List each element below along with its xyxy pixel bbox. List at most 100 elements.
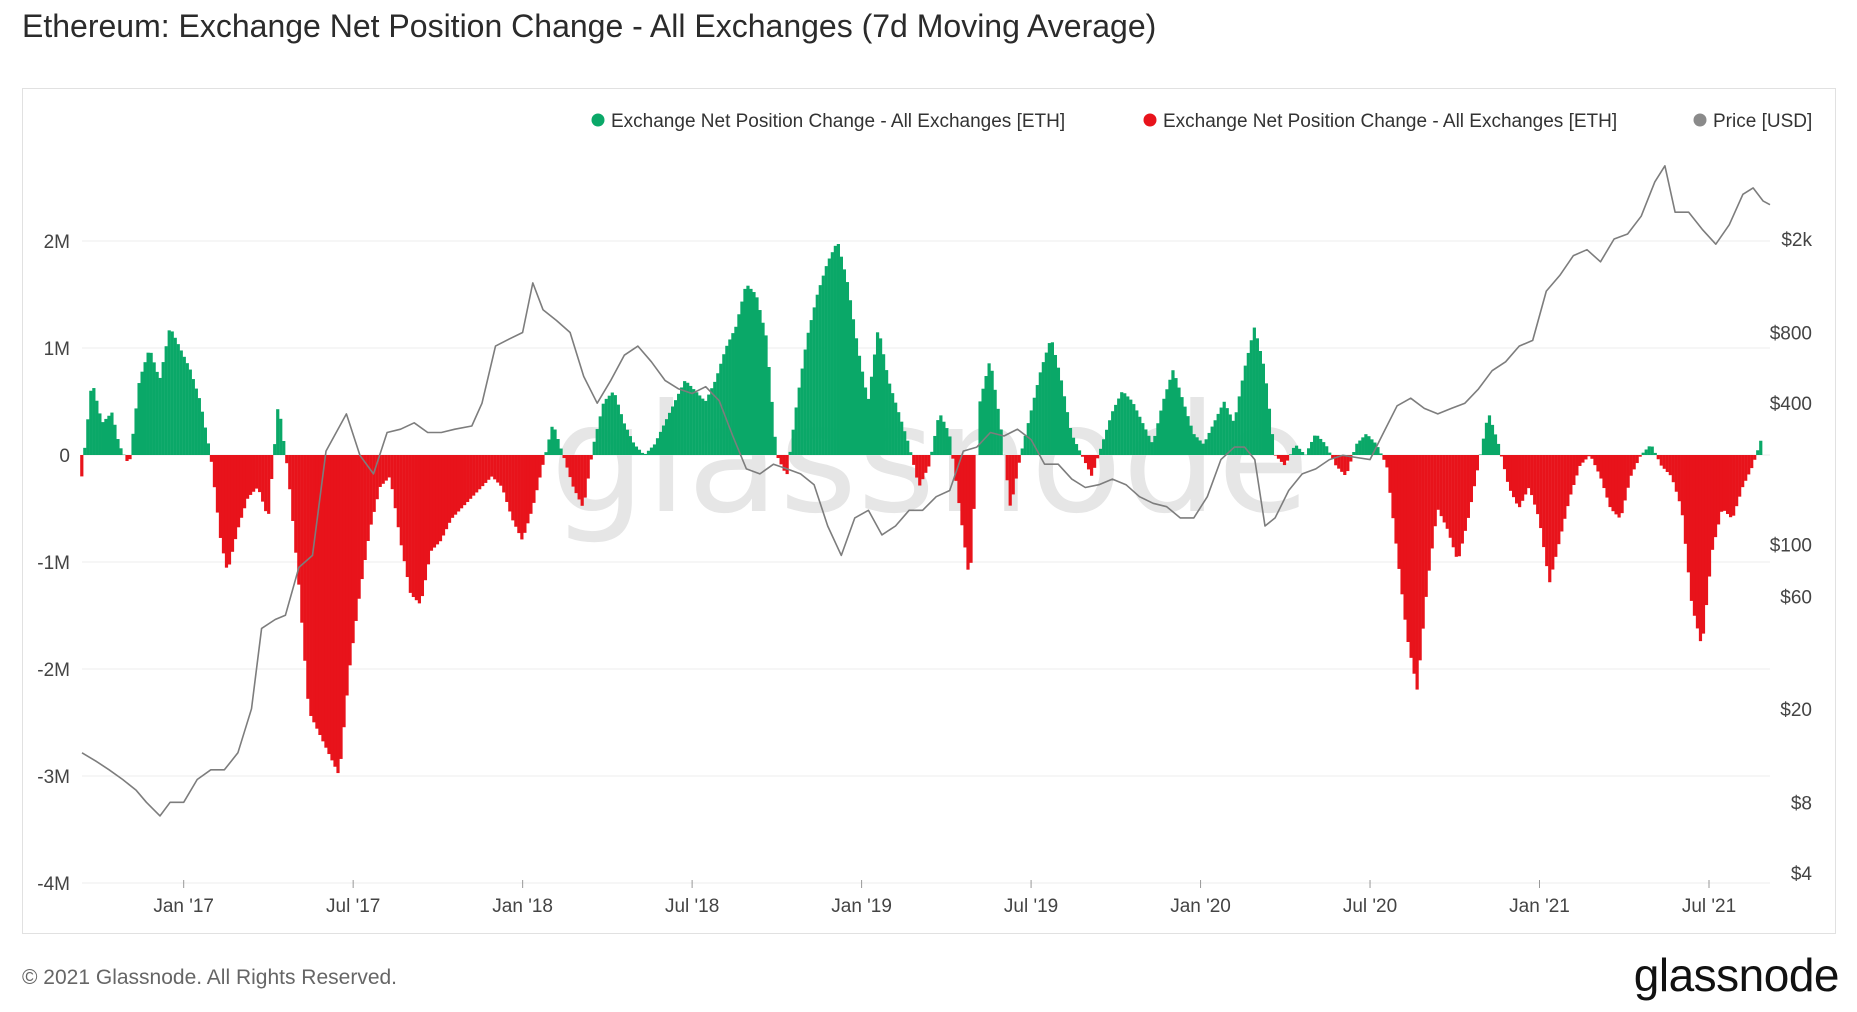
net-position-bar	[1674, 455, 1678, 492]
net-position-bar	[1448, 455, 1452, 538]
net-position-bar	[233, 455, 238, 540]
net-position-bar	[1156, 423, 1160, 455]
net-position-bar	[1102, 439, 1106, 455]
net-position-bar	[101, 422, 105, 455]
net-position-bar	[396, 455, 400, 528]
net-position-bar	[646, 450, 651, 455]
net-position-bar	[1713, 455, 1718, 538]
net-position-bar	[728, 339, 732, 455]
net-position-bar	[297, 455, 301, 585]
net-position-bar	[363, 455, 367, 561]
net-position-bar	[1276, 455, 1281, 459]
net-position-bar	[1252, 327, 1256, 455]
net-position-bar	[918, 455, 922, 486]
y-axis-left: 2M 1M 0 -1M -2M -3M -4M	[37, 232, 70, 895]
net-position-bar	[1436, 455, 1440, 510]
net-position-bar	[836, 244, 840, 455]
y-right-tick-label: $20	[1780, 700, 1812, 721]
net-position-bar	[282, 441, 286, 455]
net-position-bar	[1560, 455, 1564, 532]
net-position-bar	[875, 332, 880, 455]
net-position-bar	[1065, 412, 1070, 455]
net-position-bar	[993, 389, 997, 455]
net-position-bar	[1424, 455, 1428, 597]
net-position-bar	[595, 429, 599, 455]
net-position-bar	[1677, 455, 1681, 502]
legend[interactable]: Exchange Net Position Change - All Excha…	[591, 111, 1813, 132]
net-position-bar	[1753, 455, 1757, 460]
net-position-bar	[1370, 439, 1374, 455]
net-position-bar	[1222, 401, 1226, 455]
net-position-bar	[321, 455, 325, 742]
net-position-bar	[435, 455, 440, 545]
net-position-bar	[701, 398, 705, 455]
net-position-bar	[613, 395, 617, 455]
net-position-bar	[309, 455, 313, 716]
net-position-bar	[903, 431, 907, 455]
net-position-bar	[885, 370, 889, 455]
net-position-bar	[146, 352, 150, 455]
net-position-bar	[1355, 443, 1359, 455]
net-position-bar	[1364, 434, 1368, 455]
net-position-bar	[1068, 427, 1073, 455]
net-position-bar	[221, 455, 226, 554]
net-position-bar	[104, 418, 108, 455]
net-position-bar	[909, 452, 913, 455]
net-position-bar	[529, 455, 533, 514]
net-position-bar	[83, 447, 87, 455]
net-position-bar	[1593, 455, 1597, 466]
net-position-bar	[1406, 455, 1410, 642]
net-position-bar	[1602, 455, 1606, 489]
net-position-bar	[1135, 410, 1139, 455]
net-position-bar	[475, 455, 479, 493]
net-position-bar	[592, 441, 596, 455]
net-position-bar	[1035, 385, 1039, 455]
net-position-bar	[1451, 455, 1455, 548]
net-position-bar	[432, 455, 437, 548]
price-line-group	[81, 165, 1771, 817]
net-position-bar	[143, 362, 147, 455]
net-position-bar	[773, 436, 777, 455]
net-position-bar	[734, 326, 738, 455]
net-position-bar	[164, 346, 168, 455]
net-position-bar	[1310, 441, 1314, 455]
net-position-bar	[1228, 414, 1232, 455]
net-position-bar	[924, 455, 928, 473]
net-position-bar	[752, 292, 756, 455]
net-position-bar	[658, 431, 663, 455]
net-position-bar	[1379, 453, 1383, 455]
net-position-bar	[1246, 352, 1250, 455]
net-position-bar	[863, 387, 868, 455]
net-position-bar	[1171, 370, 1175, 455]
net-position-bar	[981, 388, 985, 455]
net-position-bar	[761, 322, 765, 455]
net-position-bar	[872, 354, 877, 455]
net-position-bar	[1047, 343, 1051, 455]
net-position-bar	[417, 455, 421, 604]
net-position-bar	[559, 448, 563, 455]
net-position-bar	[1653, 452, 1657, 455]
net-position-bar	[921, 455, 925, 480]
net-position-bar	[1201, 443, 1205, 455]
net-position-bar	[161, 362, 165, 455]
net-position-bar	[1551, 455, 1555, 570]
net-position-bar	[550, 426, 554, 455]
net-position-bar	[1596, 455, 1600, 472]
net-position-bar	[1433, 455, 1437, 527]
net-position-bar	[1409, 455, 1413, 658]
net-position-bar	[1346, 455, 1350, 472]
net-position-bar	[505, 455, 509, 502]
y-left-tick-label: 0	[59, 446, 70, 467]
net-position-bar	[423, 455, 428, 581]
net-position-bar	[523, 455, 527, 533]
net-position-bar	[330, 455, 334, 761]
net-position-bar	[1237, 396, 1241, 455]
net-position-bar	[791, 429, 795, 455]
net-position-bar	[493, 455, 497, 480]
net-position-bar	[113, 424, 117, 455]
net-position-bar	[936, 420, 940, 455]
net-position-bar	[1511, 455, 1516, 498]
net-position-bar	[1261, 363, 1265, 455]
net-position-bar	[532, 455, 536, 503]
net-position-bar	[1475, 455, 1480, 471]
